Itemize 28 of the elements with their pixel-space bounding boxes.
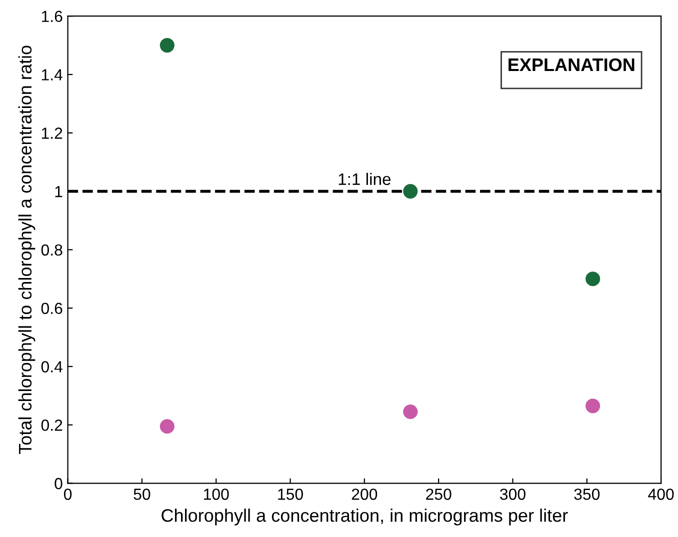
x-tick-label: 300 xyxy=(500,488,526,500)
x-tick-label: 350 xyxy=(574,488,600,500)
y-axis-title: Total chlorophyll to chlorophyll a concentration ratio xyxy=(18,46,36,454)
x-tick-label: 250 xyxy=(426,488,452,500)
x-axis-title: Chlorophyll a concentration, in micrograms per liter xyxy=(162,508,568,526)
y-tick-label: 0.6 xyxy=(41,302,62,314)
y-tick-label: 1.2 xyxy=(42,128,62,139)
y-tick-label: 1.4 xyxy=(42,69,62,80)
x-tick-label: 0 xyxy=(64,488,72,500)
x-tick-label: 200 xyxy=(352,488,378,500)
y-tick-label: 1.6 xyxy=(42,10,62,22)
x-tick-label: 150 xyxy=(278,488,303,500)
y-tick-label: 0.4 xyxy=(41,361,62,372)
y-tick-label: 0.8 xyxy=(41,244,62,256)
x-tick-label: 50 xyxy=(134,488,150,500)
y-tick-label: 0 xyxy=(54,478,62,490)
point xyxy=(160,419,174,434)
legend-title: EXPLANATION xyxy=(508,58,634,72)
point xyxy=(586,272,600,286)
y-tick-label: 0.2 xyxy=(41,420,62,431)
x-tick-label: 100 xyxy=(204,488,229,500)
point xyxy=(403,184,418,199)
point xyxy=(586,398,600,414)
point xyxy=(403,404,418,420)
x-tick-label: 400 xyxy=(648,488,674,500)
point xyxy=(160,38,174,53)
y-tick-label: 1 xyxy=(55,186,62,198)
ref-line-label: 1:1 line xyxy=(338,172,391,186)
